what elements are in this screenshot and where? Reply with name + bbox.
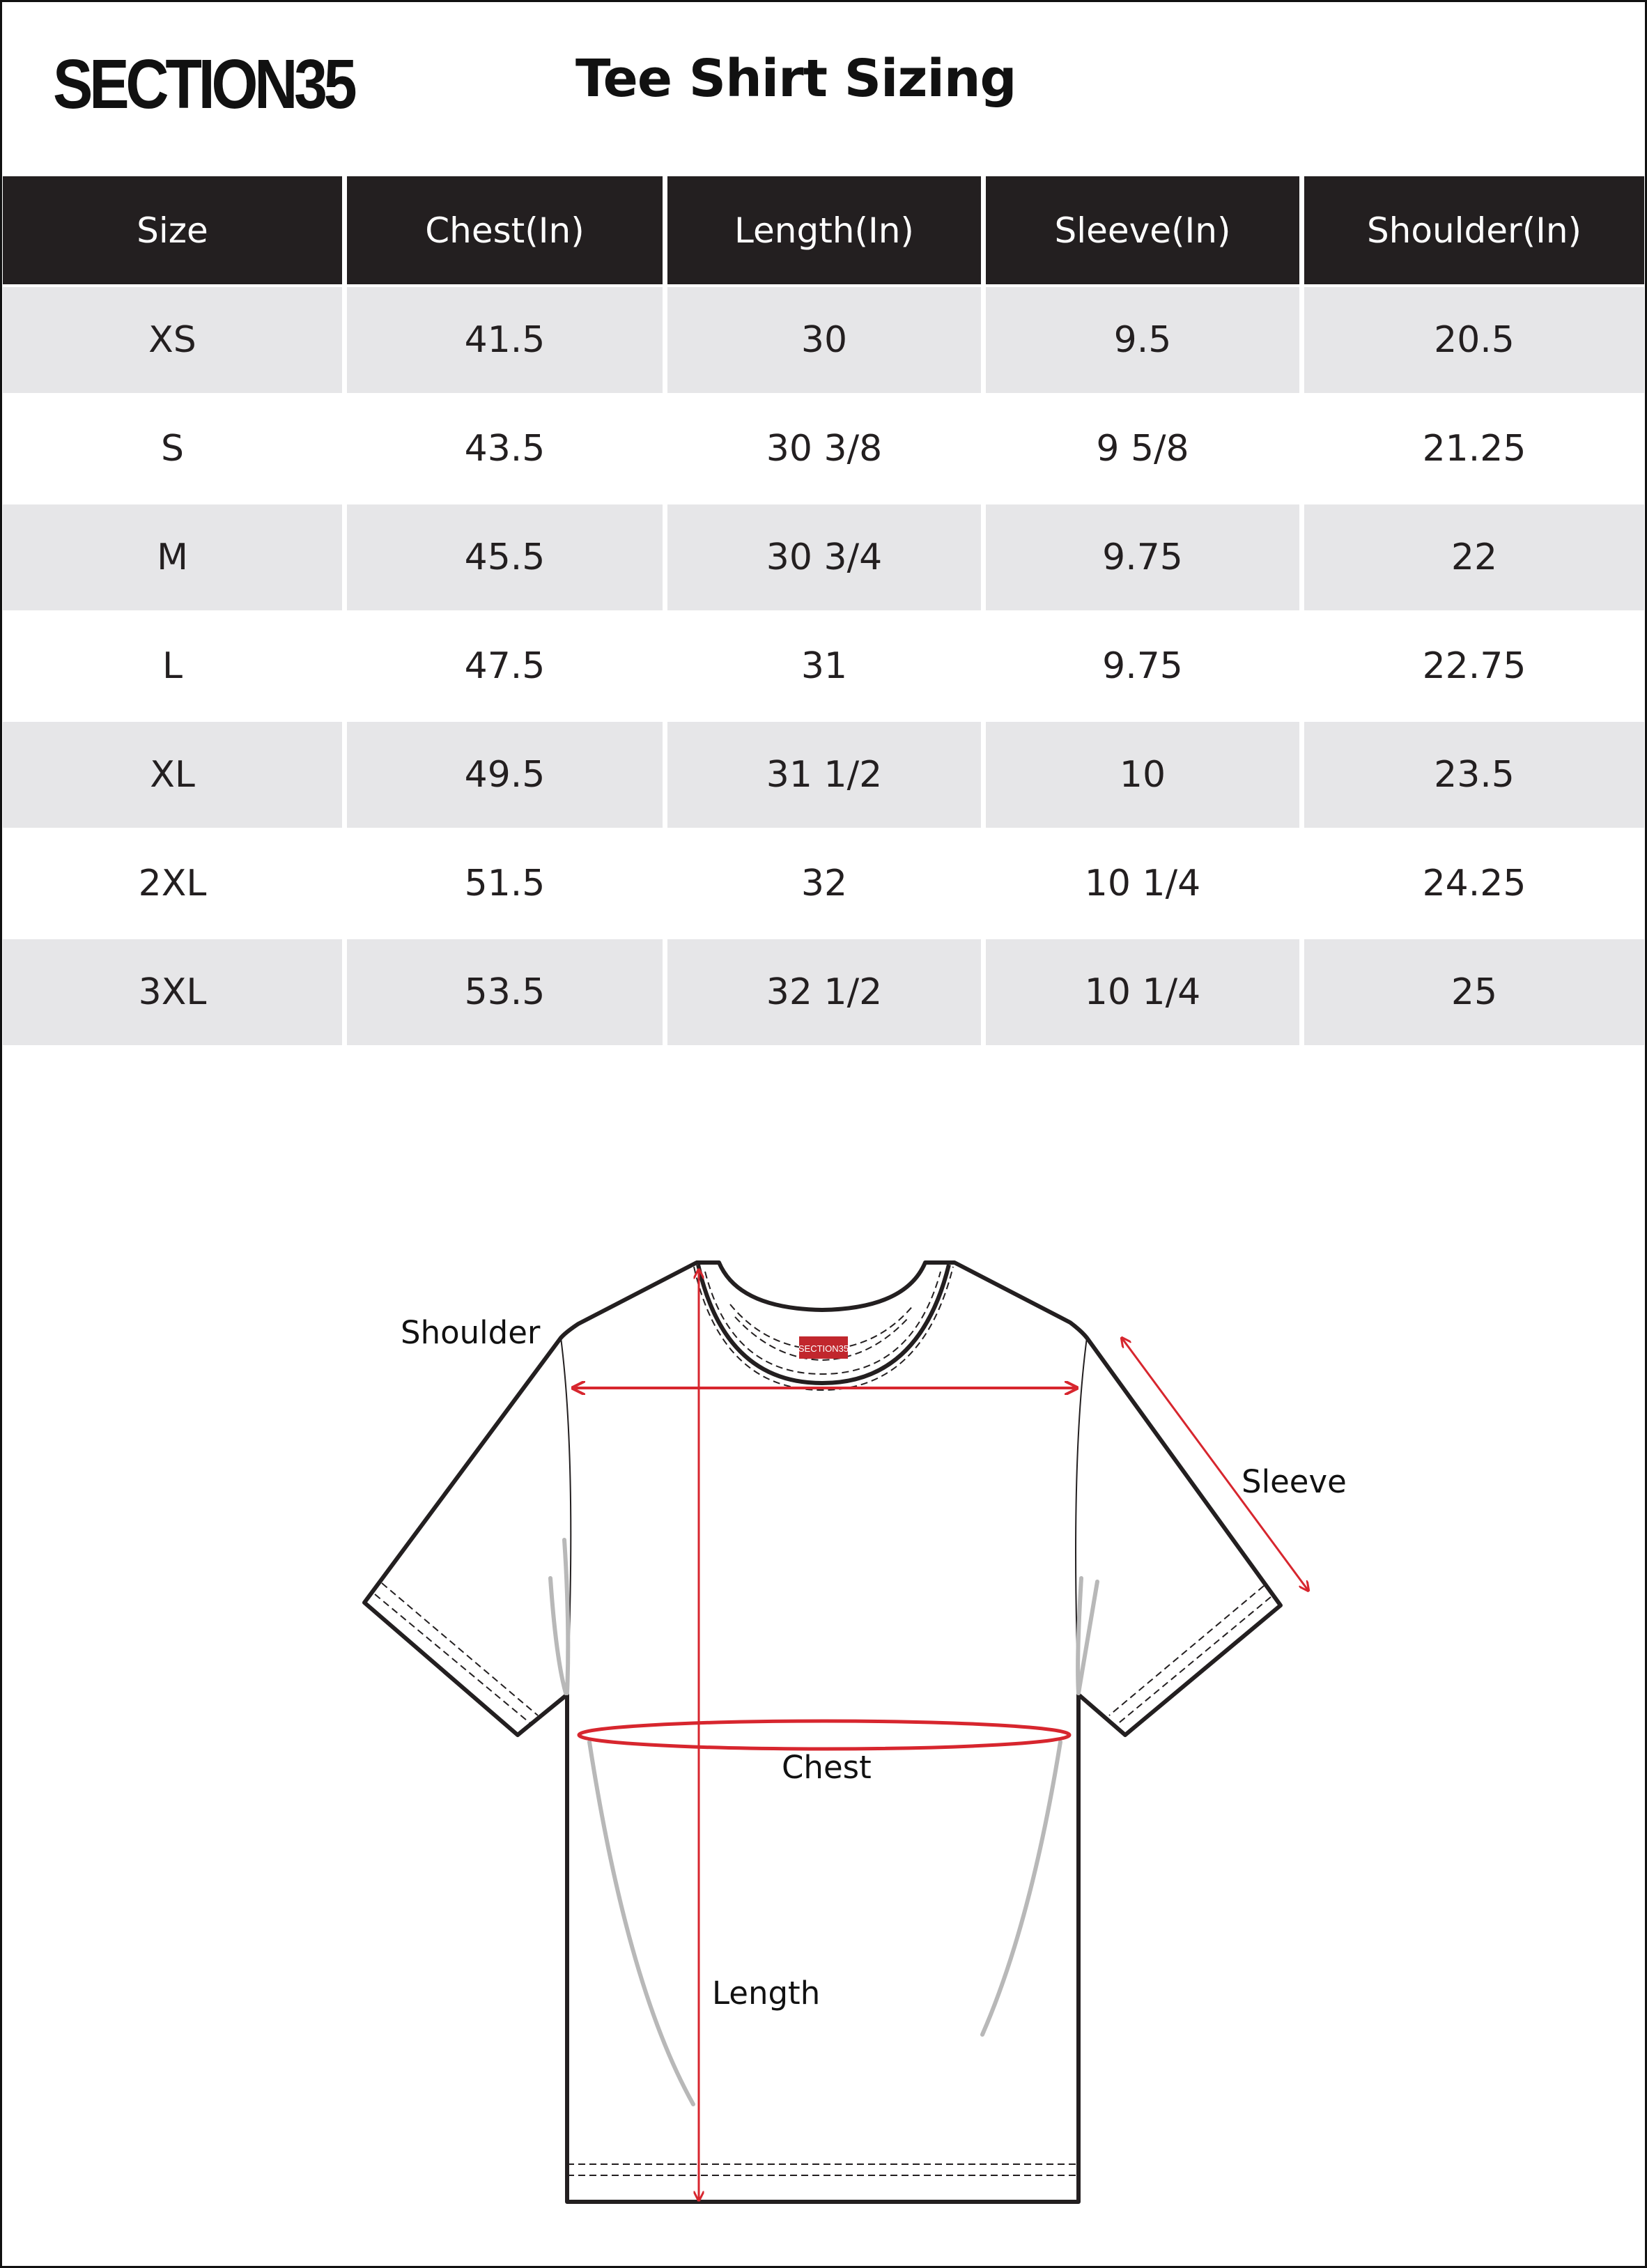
table-cell: 30 (667, 287, 981, 393)
chest-measure-ellipse (577, 1719, 1072, 1751)
table-cell: 51.5 (347, 831, 663, 936)
sleeve-label: Sleeve (1242, 1463, 1347, 1500)
table-cell: 2XL (3, 831, 342, 936)
chest-label: Chest (782, 1749, 872, 1786)
length-label: Length (712, 1975, 821, 2012)
table-cell: 22 (1304, 504, 1644, 610)
sleeve-measure-arrow (1122, 1338, 1308, 1591)
table-cell: 9.75 (986, 504, 1299, 610)
column-header: Shoulder(In) (1304, 176, 1644, 284)
table-cell: 10 (986, 722, 1299, 828)
size-table: Size Chest(In) Length(In) Sleeve(In) Shoulde… (3, 176, 1644, 1048)
brand-tag (799, 1336, 848, 1359)
table-cell: 32 1/2 (667, 939, 981, 1045)
table-cell: 25 (1304, 939, 1644, 1045)
table-cell: 9.5 (986, 287, 1299, 393)
shirt-outline (362, 1260, 1283, 2204)
table-cell: 24.25 (1304, 831, 1644, 936)
table-cell: 21.25 (1304, 396, 1644, 502)
table-cell: 41.5 (347, 287, 663, 393)
table-cell: M (3, 504, 342, 610)
table-cell: 31 1/2 (667, 722, 981, 828)
column-header: Length(In) (667, 176, 981, 284)
column-header: Chest(In) (347, 176, 663, 284)
table-cell: 53.5 (347, 939, 663, 1045)
shoulder-label: Shoulder (401, 1314, 541, 1351)
table-cell: 30 3/4 (667, 504, 981, 610)
table-cell: 20.5 (1304, 287, 1644, 393)
column-header: Sleeve(In) (986, 176, 1299, 284)
column-header: Size (3, 176, 342, 284)
table-cell: 3XL (3, 939, 342, 1045)
brand-logo: SECTION35 (53, 45, 357, 123)
table-cell: 32 (667, 831, 981, 936)
table-cell: 49.5 (347, 722, 663, 828)
table-cell: L (3, 613, 342, 719)
brand-tag-text: SECTION35 (798, 1343, 849, 1354)
table-cell: 47.5 (347, 613, 663, 719)
table-cell: 10 1/4 (986, 831, 1299, 936)
table-cell: 23.5 (1304, 722, 1644, 828)
table-cell: S (3, 396, 342, 502)
table-cell: XL (3, 722, 342, 828)
table-cell: 22.75 (1304, 613, 1644, 719)
table-cell: 9 5/8 (986, 396, 1299, 502)
table-cell: 31 (667, 613, 981, 719)
page-title: Tee Shirt Sizing (575, 49, 1017, 109)
table-cell: 10 1/4 (986, 939, 1299, 1045)
table-cell: 43.5 (347, 396, 663, 502)
table-cell: 30 3/8 (667, 396, 981, 502)
table-cell: 9.75 (986, 613, 1299, 719)
table-cell: XS (3, 287, 342, 393)
table-cell: 45.5 (347, 504, 663, 610)
